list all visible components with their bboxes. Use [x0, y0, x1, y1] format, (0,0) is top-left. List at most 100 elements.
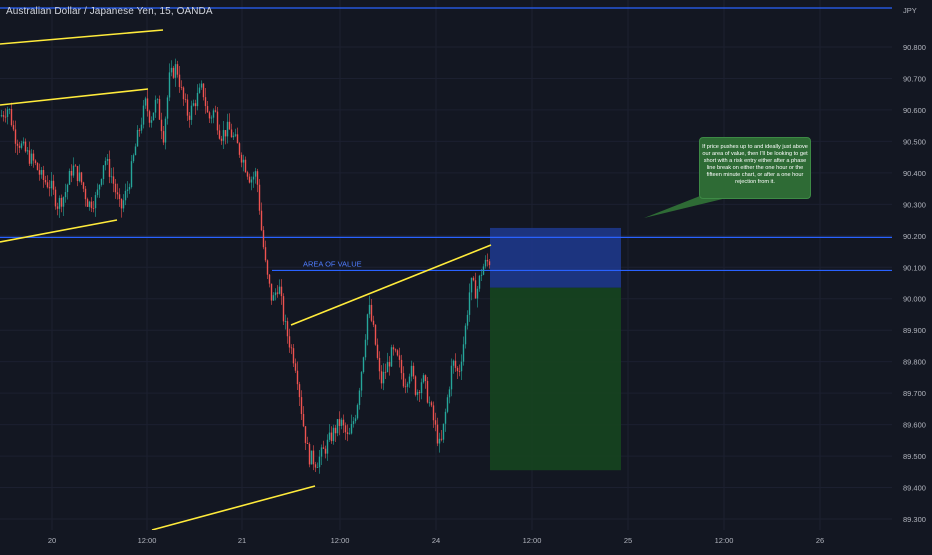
candle-body	[432, 405, 435, 421]
candle-body	[88, 201, 91, 207]
y-tick-label: 89.400	[903, 484, 926, 493]
candle-body	[186, 99, 189, 116]
candle-body	[56, 206, 59, 209]
candle-body	[158, 99, 161, 120]
candle-body	[92, 208, 95, 209]
y-tick-label: 90.500	[903, 137, 926, 146]
candle-body	[176, 64, 179, 75]
y-tick-label: 90.300	[903, 200, 926, 209]
candle-body	[154, 99, 157, 113]
candle-body	[466, 314, 469, 326]
candle-body	[382, 371, 385, 384]
candle-body	[464, 325, 467, 345]
candle-body	[140, 124, 143, 131]
candle-body	[4, 116, 7, 118]
candle-body	[64, 192, 67, 198]
candle-body	[96, 189, 99, 196]
candle-body	[254, 171, 257, 177]
candle-body	[102, 165, 105, 180]
candle-body	[162, 131, 165, 143]
candle-body	[484, 259, 487, 267]
candle-body	[98, 184, 101, 190]
candle-body	[394, 349, 397, 351]
candle-body	[118, 194, 121, 199]
x-tick-label: 12:00	[331, 536, 350, 545]
candle-body	[450, 365, 453, 390]
candle-body	[488, 261, 491, 266]
candle-body	[360, 372, 363, 391]
candle-body	[170, 67, 173, 73]
y-tick-label: 90.600	[903, 106, 926, 115]
candle-body	[318, 456, 321, 468]
candle-body	[72, 165, 75, 176]
candle-body	[120, 198, 123, 209]
area-of-value-label: AREA OF VALUE	[303, 259, 362, 268]
candle-body	[192, 103, 195, 106]
candle-body	[264, 247, 267, 261]
candle-body	[16, 143, 19, 146]
candle-body	[224, 130, 227, 137]
candle-body	[348, 433, 351, 435]
candle-body	[430, 402, 433, 406]
candle-body	[164, 118, 167, 143]
candle-body	[330, 432, 333, 442]
candle-body	[276, 292, 279, 294]
candle-body	[168, 72, 171, 98]
candle-body	[200, 83, 203, 88]
candle-body	[150, 120, 153, 123]
candle-body	[228, 121, 231, 130]
candle-body	[470, 277, 473, 293]
candle-body	[238, 143, 241, 155]
candle-body	[378, 357, 381, 372]
candle-body	[342, 419, 345, 426]
candle-body	[434, 420, 437, 425]
candle-body	[456, 367, 459, 372]
candle-body	[474, 280, 477, 299]
candle-body	[108, 159, 111, 177]
candle-body	[426, 380, 429, 403]
candle-body	[128, 186, 131, 190]
y-tick-label: 89.500	[903, 452, 926, 461]
candle-body	[364, 339, 367, 358]
x-tick-label: 12:00	[715, 536, 734, 545]
candle-body	[312, 450, 315, 465]
candle-body	[386, 362, 389, 373]
candle-body	[390, 347, 393, 367]
candle-body	[136, 129, 139, 147]
candle-body	[398, 355, 401, 360]
candle-body	[366, 314, 369, 340]
trendline	[0, 219, 118, 243]
candle-body	[320, 447, 323, 457]
candle-body	[286, 321, 289, 337]
candle-body	[166, 97, 169, 119]
candle-body	[10, 109, 13, 126]
candle-body	[54, 189, 57, 207]
candle-body	[376, 344, 379, 358]
candle-body	[302, 414, 305, 427]
candle-body	[322, 447, 325, 449]
candle-body	[94, 195, 97, 209]
candle-body	[308, 443, 311, 465]
candle-body	[284, 321, 287, 322]
candle-body	[26, 150, 29, 152]
candle-body	[220, 138, 223, 141]
candle-body	[288, 336, 291, 348]
candle-body	[326, 439, 329, 454]
annotation-note[interactable]: If price pushes up to and ideally just a…	[699, 137, 811, 199]
candle-body	[278, 286, 281, 294]
candle-body	[354, 418, 357, 422]
candle-body	[78, 172, 81, 182]
x-tick-label: 20	[48, 536, 56, 545]
candle-body	[132, 155, 135, 162]
candle-body	[178, 74, 181, 87]
candle-body	[472, 277, 475, 281]
candle-body	[240, 154, 243, 163]
candle-body	[62, 197, 65, 207]
candle-body	[82, 182, 85, 189]
candle-body	[260, 210, 263, 231]
candle-body	[18, 145, 21, 148]
candle-body	[334, 427, 337, 434]
candle-body	[180, 86, 183, 88]
